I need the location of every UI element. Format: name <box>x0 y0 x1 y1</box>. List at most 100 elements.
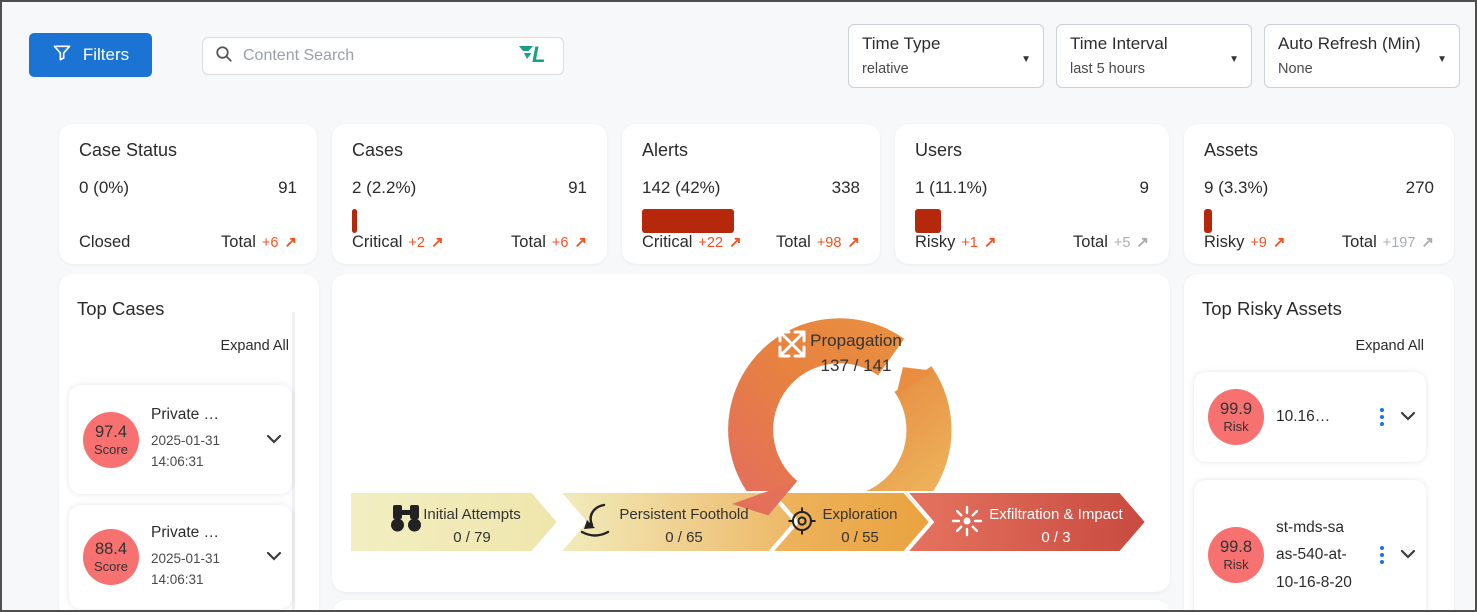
chevron-down-icon[interactable] <box>1398 406 1418 428</box>
stat-footer-left-label: Closed <box>79 233 131 251</box>
case-status-card: Case Status 0 (0%) 91 Closed Total +6 ↗ <box>59 124 317 264</box>
stat-card-total: 91 <box>568 178 587 197</box>
stage-value: 0 / 3 <box>1041 529 1070 546</box>
auto-refresh-dropdown[interactable]: Auto Refresh (Min) None ▼ <box>1264 24 1460 88</box>
expand-all-link[interactable]: Expand All <box>220 338 289 354</box>
stat-delta: +6 <box>261 235 279 251</box>
caret-down-icon: ▼ <box>1021 54 1031 65</box>
chevron-down-icon[interactable] <box>264 429 284 451</box>
risk-badge: 99.8 Risk <box>1208 527 1264 583</box>
stat-card-total: 338 <box>831 178 860 197</box>
chevron-down-icon[interactable] <box>264 546 284 568</box>
donut-value: 137 / 141 <box>821 356 892 375</box>
top-risky-assets-panel: Top Risky Assets Expand All 99.9 Risk 10… <box>1184 274 1454 610</box>
stage-value: 0 / 79 <box>453 529 491 546</box>
asset-list-item[interactable]: 99.9 Risk 10.16… <box>1194 372 1426 462</box>
time-type-dropdown[interactable]: Time Type relative ▼ <box>848 24 1044 88</box>
attack-chain-panel: Propagation 137 / 141 Initial Attempts 0… <box>332 274 1170 592</box>
brand-logo-icon: L <box>517 42 551 71</box>
trend-up-icon[interactable]: ↗ <box>430 234 444 251</box>
stat-footer-left-label: Critical <box>642 233 693 251</box>
stat-card-title: Users <box>915 140 963 160</box>
donut-arc-main <box>728 318 905 516</box>
filters-button-label: Filters <box>82 45 130 64</box>
case-date: 2025-01-31 <box>151 550 221 566</box>
stat-progress-track <box>352 209 587 233</box>
top-cases-title: Top Cases <box>77 298 165 319</box>
chevron-down-icon[interactable] <box>1398 544 1418 566</box>
asset-name: 10.16… <box>1276 408 1331 425</box>
stat-progress-track <box>915 209 1149 233</box>
auto-refresh-label: Auto Refresh (Min) <box>1278 34 1421 53</box>
trend-up-icon[interactable]: ↗ <box>847 234 860 251</box>
stage-label: Exfiltration & Impact <box>989 506 1123 523</box>
trend-up-icon[interactable]: ↗ <box>1136 234 1149 251</box>
stat-card-total: 270 <box>1405 178 1434 197</box>
score-value: 88.4 <box>94 540 128 558</box>
case-date: 2025-01-31 <box>151 433 221 449</box>
risk-value: 99.8 <box>1219 538 1253 556</box>
trend-up-icon[interactable]: ↗ <box>983 234 997 251</box>
stat-progress-track <box>1204 209 1434 233</box>
asset-name: st-mds-saas-540-at-10-16-8-20 <box>1276 519 1352 591</box>
stat-delta: +6 <box>551 235 569 251</box>
stat-footer-right-label: Total <box>1073 233 1108 251</box>
target-icon <box>788 507 816 535</box>
stat-delta: +22 <box>698 235 724 251</box>
expand-all-link[interactable]: Expand All <box>1355 338 1424 354</box>
content-search-box[interactable]: L <box>202 37 564 75</box>
filters-button[interactable]: Filters <box>29 33 152 77</box>
caret-down-icon: ▼ <box>1229 54 1239 65</box>
stage-label: Persistent Foothold <box>619 506 748 523</box>
attack-chain-visualization: Propagation 137 / 141 Initial Attempts 0… <box>349 312 1148 553</box>
scrollbar[interactable] <box>292 312 295 610</box>
time-interval-label: Time Interval <box>1070 34 1168 53</box>
stat-progress-track <box>642 209 860 233</box>
trend-up-icon[interactable]: ↗ <box>1421 234 1434 251</box>
score-badge: 97.4 Score <box>83 411 139 468</box>
case-time: 14:06:31 <box>151 571 204 587</box>
trend-up-icon[interactable]: ↗ <box>729 234 742 251</box>
score-caption: Score <box>94 441 128 457</box>
binoculars-icon <box>391 505 421 532</box>
stat-progress-fill <box>915 209 941 233</box>
stat-card-value: 9 (3.3%) <box>1204 178 1269 197</box>
trend-up-icon[interactable]: ↗ <box>284 234 297 251</box>
stat-card-total: 9 <box>1139 178 1149 197</box>
cases-card: Cases 2 (2.2%) 91 Critical +2 ↗ Total +6… <box>332 124 607 264</box>
case-list-item[interactable]: 97.4 Score Private … 2025-01-31 14:06:31 <box>69 385 292 494</box>
users-card: Users 1 (11.1%) 9 Risky +1 ↗ Total +5 ↗ <box>895 124 1169 264</box>
donut-arrowhead <box>896 367 935 395</box>
stat-footer-left-label: Risky <box>915 233 956 251</box>
assets-card: Assets 9 (3.3%) 270 Risky +9 ↗ Total +19… <box>1184 124 1454 264</box>
risk-caption: Risk <box>1223 419 1249 434</box>
trend-up-icon[interactable]: ↗ <box>574 234 587 251</box>
search-input[interactable] <box>241 46 509 66</box>
stat-card-title: Cases <box>352 140 404 160</box>
propagation-icon <box>778 330 806 358</box>
time-type-label: Time Type <box>862 34 941 53</box>
stat-footer-left-label: Risky <box>1204 233 1245 251</box>
stat-progress-fill <box>352 209 358 233</box>
stat-footer-right-label: Total <box>221 233 256 251</box>
time-interval-value: last 5 hours <box>1070 61 1145 77</box>
donut-tail <box>732 480 798 516</box>
time-interval-dropdown[interactable]: Time Interval last 5 hours ▼ <box>1056 24 1252 88</box>
kebab-menu-icon[interactable] <box>1378 406 1386 428</box>
caret-down-icon: ▼ <box>1437 54 1447 65</box>
kebab-menu-icon[interactable] <box>1378 544 1386 566</box>
risk-value: 99.9 <box>1219 400 1253 418</box>
funnel-icon <box>52 43 72 68</box>
trend-up-icon[interactable]: ↗ <box>1272 234 1286 251</box>
stat-card-title: Assets <box>1204 140 1259 160</box>
stat-delta: +197 <box>1382 235 1416 251</box>
asset-list-item[interactable]: 99.8 Risk st-mds-saas-540-at-10-16-8-20 <box>1194 480 1426 610</box>
stage-value: 0 / 55 <box>841 529 879 546</box>
stat-footer-right-label: Total <box>511 233 546 251</box>
auto-refresh-value: None <box>1278 61 1313 77</box>
case-list-item[interactable]: 88.4 Score Private … 2025-01-31 14:06:31 <box>69 505 292 609</box>
stat-delta: +98 <box>816 235 842 251</box>
stat-progress-fill <box>1204 209 1212 233</box>
stat-card-total: 91 <box>278 178 297 197</box>
next-panel-peek <box>332 600 1170 610</box>
